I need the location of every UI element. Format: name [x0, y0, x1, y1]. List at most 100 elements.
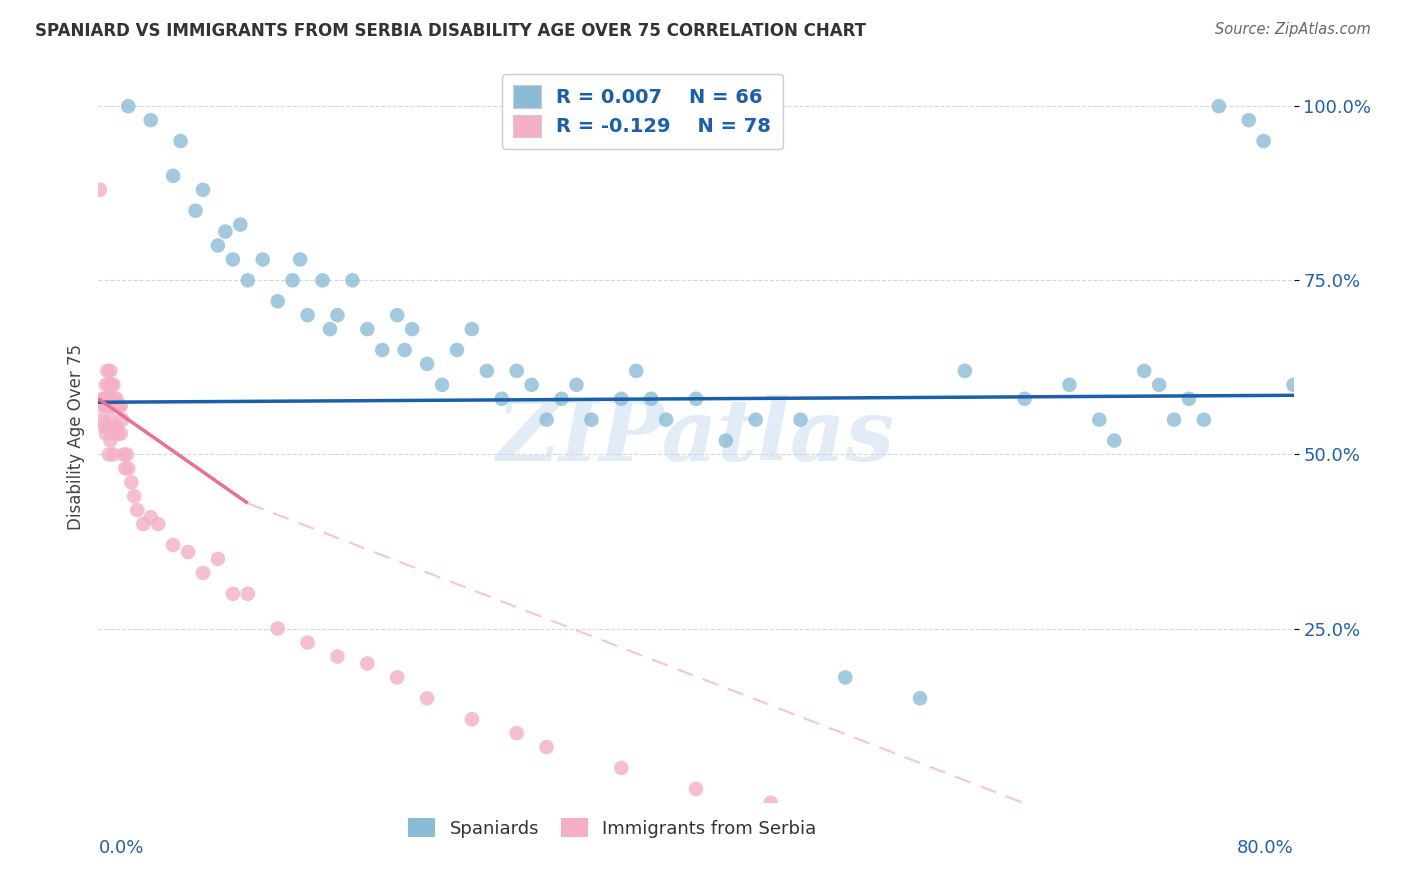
Point: [90, 399, 112, 413]
Point: [416, 357, 439, 371]
Point: [103, 399, 125, 413]
Point: [120, 475, 142, 490]
Point: [94, 426, 117, 441]
Point: [745, 412, 768, 426]
Point: [169, 134, 191, 148]
Point: [1133, 364, 1156, 378]
Point: [117, 461, 139, 475]
Legend: Spaniards, Immigrants from Serbia: Spaniards, Immigrants from Serbia: [401, 811, 824, 845]
Point: [506, 726, 529, 740]
Point: [103, 377, 125, 392]
Point: [191, 183, 214, 197]
Point: [132, 517, 155, 532]
Point: [953, 364, 976, 378]
Point: [685, 781, 707, 796]
Point: [908, 830, 931, 845]
Text: 80.0%: 80.0%: [1237, 839, 1294, 857]
Point: [1253, 134, 1275, 148]
Point: [520, 377, 543, 392]
Point: [107, 399, 129, 413]
Point: [1104, 434, 1126, 448]
Point: [229, 218, 252, 232]
Point: [908, 691, 931, 706]
Point: [1147, 377, 1170, 392]
Point: [101, 426, 124, 441]
Point: [655, 412, 678, 426]
Point: [1059, 865, 1081, 880]
Point: [475, 364, 498, 378]
Point: [93, 392, 115, 406]
Point: [1192, 412, 1215, 426]
Point: [610, 761, 633, 775]
Point: [162, 169, 184, 183]
Point: [536, 412, 558, 426]
Point: [184, 203, 207, 218]
Point: [267, 294, 290, 309]
Point: [104, 419, 127, 434]
Point: [267, 622, 290, 636]
Point: [96, 364, 118, 378]
Point: [491, 392, 513, 406]
Point: [117, 99, 139, 113]
Point: [94, 399, 117, 413]
Point: [326, 308, 349, 322]
Point: [236, 587, 259, 601]
Point: [107, 426, 129, 441]
Point: [536, 740, 558, 755]
Point: [1178, 392, 1201, 406]
Point: [356, 657, 378, 671]
Point: [103, 448, 125, 462]
Point: [97, 419, 120, 434]
Point: [342, 273, 364, 287]
Point: [610, 392, 633, 406]
Point: [105, 419, 128, 434]
Point: [714, 434, 737, 448]
Point: [97, 448, 120, 462]
Point: [112, 448, 135, 462]
Point: [148, 517, 170, 532]
Point: [236, 273, 259, 287]
Point: [834, 816, 856, 830]
Point: [110, 399, 132, 413]
Point: [1282, 377, 1305, 392]
Y-axis label: Disability Age Over 75: Disability Age Over 75: [66, 344, 84, 530]
Point: [96, 392, 118, 406]
Point: [94, 377, 117, 392]
Point: [111, 412, 134, 426]
Point: [640, 392, 662, 406]
Point: [385, 670, 409, 684]
Point: [446, 343, 468, 357]
Point: [581, 412, 603, 426]
Point: [834, 670, 856, 684]
Point: [252, 252, 274, 267]
Point: [297, 635, 319, 649]
Point: [394, 343, 416, 357]
Point: [101, 399, 124, 413]
Point: [759, 796, 782, 810]
Point: [124, 489, 146, 503]
Point: [461, 712, 484, 726]
Point: [1133, 880, 1156, 892]
Point: [91, 392, 114, 406]
Text: SPANIARD VS IMMIGRANTS FROM SERBIA DISABILITY AGE OVER 75 CORRELATION CHART: SPANIARD VS IMMIGRANTS FROM SERBIA DISAB…: [35, 22, 866, 40]
Point: [371, 343, 394, 357]
Point: [97, 399, 120, 413]
Point: [506, 364, 529, 378]
Point: [115, 448, 138, 462]
Point: [222, 587, 245, 601]
Point: [297, 308, 319, 322]
Point: [139, 510, 162, 524]
Point: [96, 419, 118, 434]
Point: [207, 552, 229, 566]
Point: [110, 426, 132, 441]
Point: [127, 503, 149, 517]
Text: Source: ZipAtlas.com: Source: ZipAtlas.com: [1215, 22, 1371, 37]
Point: [1059, 377, 1081, 392]
Point: [385, 308, 409, 322]
Point: [319, 322, 342, 336]
Point: [108, 399, 131, 413]
Point: [114, 461, 136, 475]
Point: [104, 392, 127, 406]
Point: [430, 377, 453, 392]
Point: [416, 691, 439, 706]
